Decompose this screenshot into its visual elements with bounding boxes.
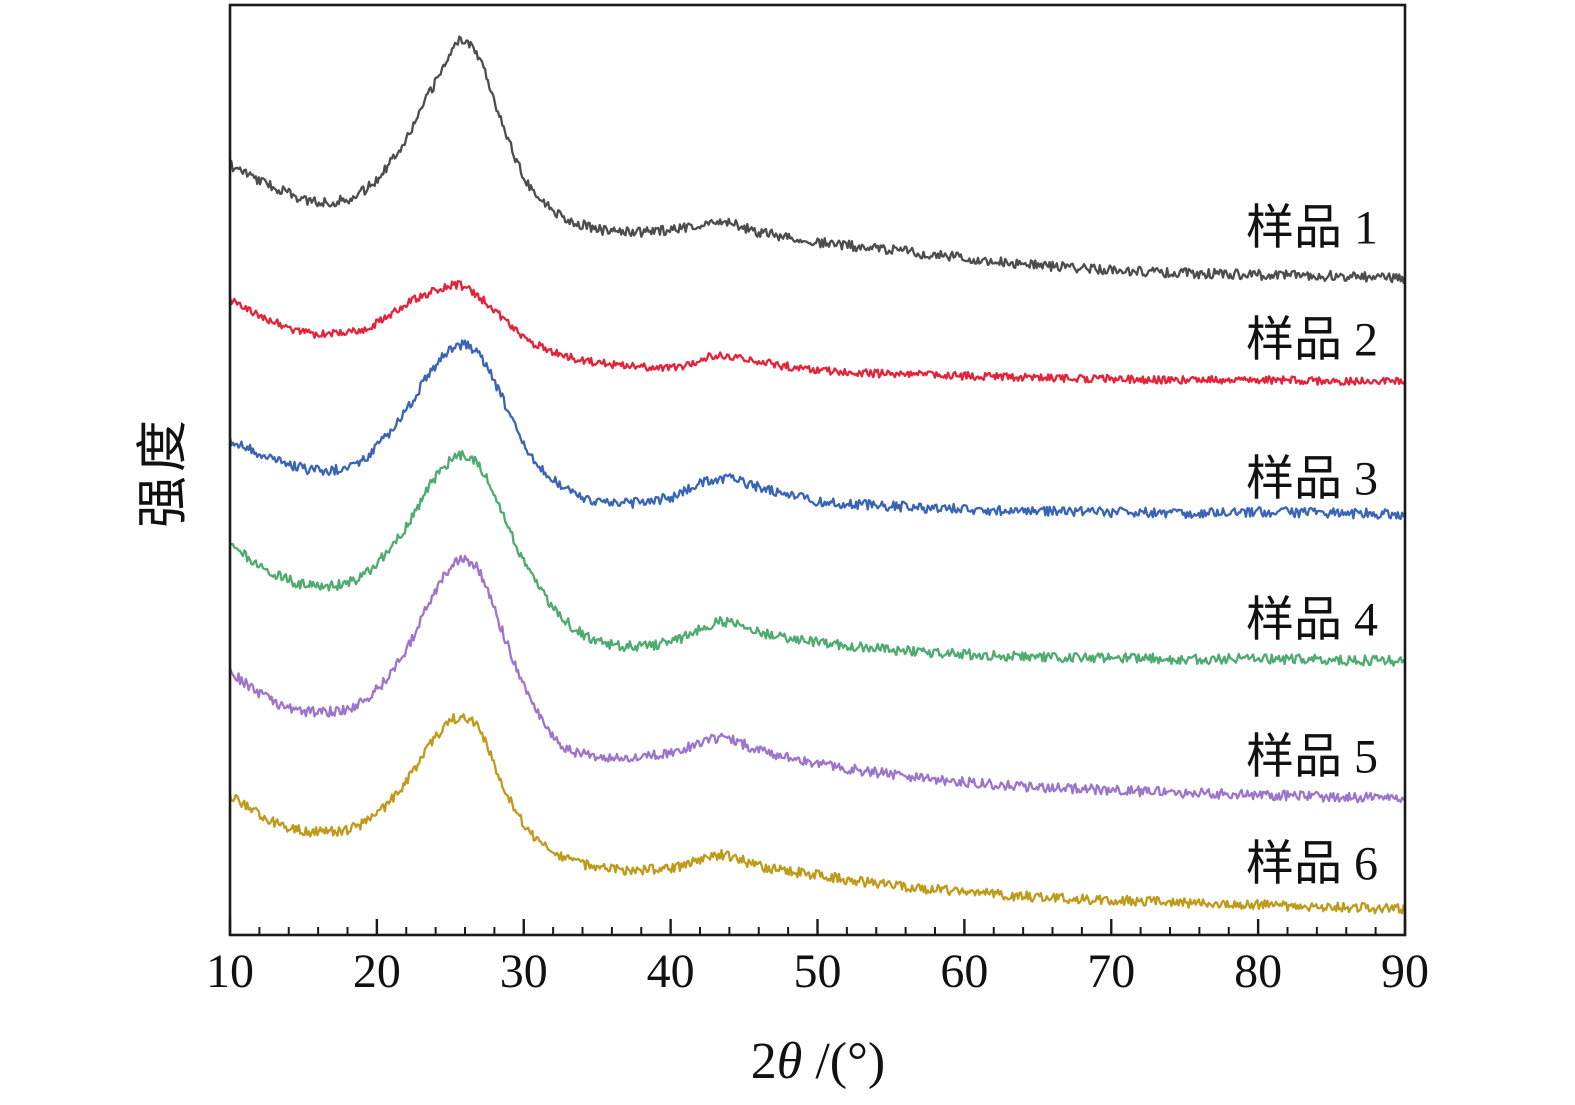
x-tick-label: 90	[1381, 945, 1429, 998]
x-tick-label: 40	[647, 945, 695, 998]
x-tick-label: 20	[353, 945, 401, 998]
series-label-sample-1: 样品 1	[1246, 202, 1378, 255]
series-label-sample-6: 样品 6	[1246, 838, 1378, 891]
x-tick-label: 50	[794, 945, 842, 998]
x-tick-label: 60	[940, 945, 988, 998]
series-label-sample-5: 样品 5	[1246, 731, 1378, 784]
x-tick-label: 70	[1087, 945, 1135, 998]
curve-sample-5	[230, 554, 1405, 804]
series-label-sample-2: 样品 2	[1246, 314, 1378, 367]
series-label-sample-4: 样品 4	[1246, 594, 1378, 647]
curve-sample-1	[230, 35, 1405, 285]
curve-sample-6	[230, 712, 1405, 915]
y-axis-label: 强度	[135, 415, 193, 529]
x-tick-label: 80	[1234, 945, 1282, 998]
curve-sample-4	[230, 449, 1405, 667]
series-label-sample-3: 样品 3	[1246, 453, 1378, 506]
curve-sample-3	[230, 339, 1405, 520]
x-axis-label-prefix: 2	[750, 1033, 777, 1090]
x-axis-label: 2θ /(°)	[751, 1032, 885, 1091]
x-axis-label-suffix: /(°)	[802, 1033, 886, 1090]
x-tick-label: 10	[206, 945, 254, 998]
x-tick-label: 30	[500, 945, 548, 998]
curve-sample-2	[230, 280, 1405, 386]
x-axis-label-theta: θ	[776, 1033, 803, 1090]
